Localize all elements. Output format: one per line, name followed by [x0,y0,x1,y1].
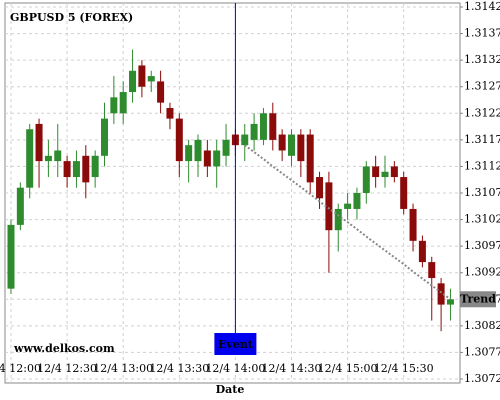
x-tick-label: 12/4 12:00 [0,362,41,375]
trend-label-box [460,291,496,308]
candle-body [110,97,118,114]
candle-body [428,262,436,279]
candle-body [241,134,249,146]
y-tick-label: 1.3072 [464,372,500,385]
y-tick-label: 1.3082 [464,319,500,332]
candle-body [213,150,221,167]
y-tick-label: 1.3142 [464,0,500,13]
candle-body [409,208,417,241]
candle-body [147,76,155,82]
candle-body [222,139,230,156]
x-tick-label: 12/4 13:00 [93,362,153,375]
candle-body [390,166,398,178]
candle-body [418,240,426,263]
candle-body [288,134,295,156]
candle-body [325,182,333,231]
y-tick-label: 1.3117 [464,133,500,146]
candle-body [203,150,211,167]
candle-body [26,129,34,188]
x-tick-label: 12/4 14:00 [205,362,265,375]
x-tick-label: 12/4 12:30 [37,362,97,375]
candle-body [269,113,277,140]
candle-body [119,92,127,114]
candle-body [63,161,71,178]
x-tick-label: 12/4 15:00 [318,362,378,375]
candle-body [7,224,15,289]
y-tick-label: 1.3127 [464,80,500,93]
candle-body [194,139,202,162]
candle-body [157,81,165,103]
candle-body [344,203,352,209]
x-tick-label: 12/4 15:30 [374,362,434,375]
candle-body [334,208,342,231]
y-tick-label: 1.3112 [464,159,500,172]
y-tick-label: 1.3122 [464,106,500,119]
candle-body [44,155,52,162]
candle-body [166,107,174,119]
trend-line [244,144,452,301]
candle-body [54,150,62,162]
chart-title: GBPUSD 5 (FOREX) [10,11,133,24]
candle-body [278,134,286,151]
candle-body [437,283,445,305]
y-tick-label: 1.3077 [464,345,500,358]
y-tick-label: 1.3137 [464,27,500,40]
y-tick-label: 1.3097 [464,239,500,252]
candle-body [72,161,80,178]
candle-body [91,155,99,178]
y-tick-label: 1.3092 [464,266,500,279]
watermark: www.delkos.com [13,342,115,355]
candle-body [306,134,314,183]
candle-body [129,70,137,93]
candle-body [138,65,146,87]
x-tick-label: 12/4 13:30 [149,362,209,375]
candle-body [250,123,258,140]
candle-body [400,177,408,209]
candle-body [16,187,24,225]
event-box [214,333,257,355]
candle-body [101,118,108,156]
candle-body [35,123,43,162]
event-label: Event [218,338,254,351]
candle-body [175,118,183,162]
candle-body [297,134,305,162]
y-tick-label: 1.3102 [464,213,500,226]
candle-body [353,193,361,209]
candle-body [446,299,454,305]
candle-body [259,113,267,140]
x-tick-label: 12/4 14:30 [262,362,322,375]
candle-body [372,166,380,178]
y-tick-label: 1.3132 [464,53,500,66]
candle-body [185,145,193,162]
x-axis-label: Date [216,383,245,396]
trend-label: Trend [460,292,496,305]
y-tick-label: 1.3107 [464,186,500,199]
candle-body [82,155,90,183]
candle-body [362,166,370,193]
candle-body [316,177,324,199]
candle-body [381,171,389,178]
